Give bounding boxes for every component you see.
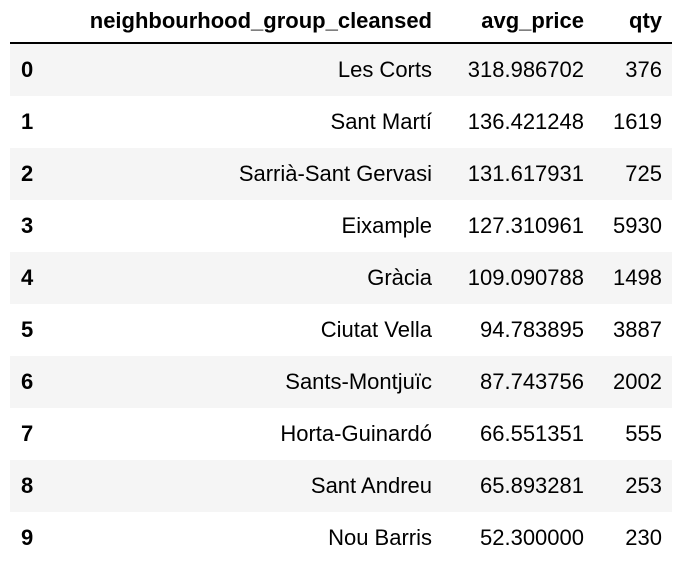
table-row: 0 Les Corts 318.986702 376 bbox=[10, 43, 672, 96]
table-row: 7 Horta-Guinardó 66.551351 555 bbox=[10, 408, 672, 460]
header-row: neighbourhood_group_cleansed avg_price q… bbox=[10, 0, 672, 44]
table-row: 5 Ciutat Vella 94.783895 3887 bbox=[10, 304, 672, 356]
table-row: 1 Sant Martí 136.421248 1619 bbox=[10, 96, 672, 148]
table-row: 6 Sants-Montjuïc 87.743756 2002 bbox=[10, 356, 672, 408]
avg-price-cell: 66.551351 bbox=[480, 421, 584, 446]
table-row: 3 Eixample 127.310961 5930 bbox=[10, 200, 672, 252]
avg-price-cell: 65.893281 bbox=[480, 473, 584, 498]
row-index: 7 bbox=[21, 421, 34, 446]
avg-price-cell: 136.421248 bbox=[467, 109, 584, 134]
row-index: 2 bbox=[21, 161, 34, 186]
table-row: 4 Gràcia 109.090788 1498 bbox=[10, 252, 672, 304]
neighbourhood-cell: Nou Barris bbox=[328, 525, 432, 550]
qty-cell: 1619 bbox=[613, 109, 662, 134]
dataframe-table: neighbourhood_group_cleansed avg_price q… bbox=[10, 0, 672, 564]
qty-cell: 555 bbox=[625, 421, 662, 446]
table-body: 0 Les Corts 318.986702 376 1 Sant Martí … bbox=[10, 43, 672, 564]
qty-cell: 230 bbox=[625, 525, 662, 550]
qty-cell: 725 bbox=[625, 161, 662, 186]
avg-price-cell: 87.743756 bbox=[480, 369, 584, 394]
neighbourhood-cell: Sarrià-Sant Gervasi bbox=[238, 161, 432, 186]
avg-price-cell: 94.783895 bbox=[480, 317, 584, 342]
row-index: 9 bbox=[21, 525, 34, 550]
neighbourhood-cell: Les Corts bbox=[337, 57, 432, 82]
row-index: 4 bbox=[21, 265, 34, 290]
neighbourhood-cell: Eixample bbox=[341, 213, 432, 238]
row-index: 1 bbox=[21, 109, 34, 134]
table-header: neighbourhood_group_cleansed avg_price q… bbox=[10, 0, 672, 44]
avg-price-cell: 52.300000 bbox=[480, 525, 584, 550]
qty-cell: 2002 bbox=[613, 369, 662, 394]
column-header-qty: qty bbox=[594, 0, 672, 44]
table-row: 8 Sant Andreu 65.893281 253 bbox=[10, 460, 672, 512]
qty-cell: 376 bbox=[625, 57, 662, 82]
table-row: 9 Nou Barris 52.300000 230 bbox=[10, 512, 672, 564]
neighbourhood-cell: Sants-Montjuïc bbox=[285, 369, 432, 394]
neighbourhood-cell: Sant Andreu bbox=[310, 473, 432, 498]
qty-cell: 253 bbox=[625, 473, 662, 498]
row-index: 6 bbox=[21, 369, 34, 394]
row-index: 3 bbox=[21, 213, 34, 238]
neighbourhood-cell: Horta-Guinardó bbox=[280, 421, 432, 446]
qty-cell: 3887 bbox=[613, 317, 662, 342]
row-index: 5 bbox=[21, 317, 34, 342]
neighbourhood-cell: Sant Martí bbox=[330, 109, 432, 134]
qty-cell: 1498 bbox=[613, 265, 662, 290]
neighbourhood-cell: Gràcia bbox=[367, 265, 432, 290]
avg-price-cell: 318.986702 bbox=[467, 57, 584, 82]
avg-price-cell: 127.310961 bbox=[467, 213, 584, 238]
avg-price-cell: 131.617931 bbox=[467, 161, 584, 186]
row-index: 0 bbox=[21, 57, 34, 82]
avg-price-cell: 109.090788 bbox=[467, 265, 584, 290]
row-index: 8 bbox=[21, 473, 34, 498]
column-header-avg-price: avg_price bbox=[442, 0, 594, 44]
neighbourhood-cell: Ciutat Vella bbox=[320, 317, 432, 342]
qty-cell: 5930 bbox=[613, 213, 662, 238]
column-header-neighbourhood: neighbourhood_group_cleansed bbox=[54, 0, 442, 44]
table-row: 2 Sarrià-Sant Gervasi 131.617931 725 bbox=[10, 148, 672, 200]
index-column-header bbox=[10, 0, 54, 44]
